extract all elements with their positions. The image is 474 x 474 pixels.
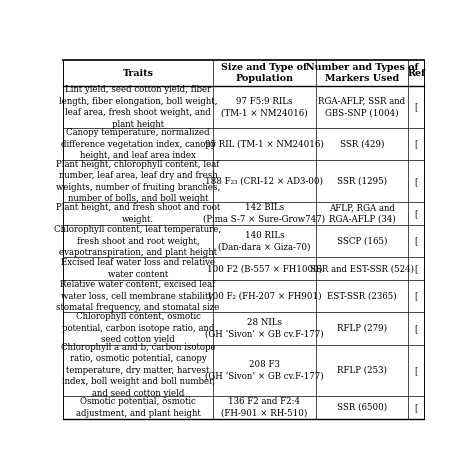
Text: [: [ (414, 324, 418, 333)
Text: Canopy temperature, normalized
difference vegetation index, canopy
height, and l: Canopy temperature, normalized differenc… (61, 128, 216, 160)
Text: RFLP (279): RFLP (279) (337, 324, 387, 333)
Text: Chlorophyll content, osmotic
potential, carbon isotope ratio, and
seed cotton yi: Chlorophyll content, osmotic potential, … (62, 312, 214, 344)
Text: SSCP (165): SSCP (165) (337, 237, 387, 246)
Text: SSR (6500): SSR (6500) (337, 403, 387, 412)
Text: Number and Types of
Markers Used: Number and Types of Markers Used (306, 63, 418, 83)
Text: Chlorophyll a and b, carbon isotope
ratio, osmotic potential, canopy
temperature: Chlorophyll a and b, carbon isotope rati… (61, 343, 215, 398)
Text: Chlorophyll content, leaf temperature,
fresh shoot and root weight,
evapotranspi: Chlorophyll content, leaf temperature, f… (55, 225, 222, 257)
Text: 208 F3
(GH ‘Sivon’ × GB cv.F-177): 208 F3 (GH ‘Sivon’ × GB cv.F-177) (205, 360, 324, 381)
Text: Ref: Ref (407, 69, 425, 78)
Text: 95 RIL (TM-1 × NM24016): 95 RIL (TM-1 × NM24016) (205, 140, 324, 149)
Text: [: [ (414, 292, 418, 301)
Text: Osmotic potential, osmotic
adjustment, and plant height: Osmotic potential, osmotic adjustment, a… (76, 397, 201, 418)
Text: Excised leaf water loss and relative
water content: Excised leaf water loss and relative wat… (61, 258, 215, 279)
Text: Lint yield, seed cotton yield, fiber
length, fiber elongation, boll weight,
leaf: Lint yield, seed cotton yield, fiber len… (59, 85, 217, 129)
Text: [: [ (414, 237, 418, 246)
Text: 142 BILs
(Pima S-7 × Sure-Grow747): 142 BILs (Pima S-7 × Sure-Grow747) (203, 203, 326, 224)
Text: [: [ (414, 102, 418, 111)
Text: 188 F₂₃ (CRI-12 × AD3-00): 188 F₂₃ (CRI-12 × AD3-00) (205, 177, 323, 186)
Text: Size and Type of
Population: Size and Type of Population (221, 63, 308, 83)
Text: Plant height, chlorophyll content, leaf
number, leaf area, leaf dry and fresh
we: Plant height, chlorophyll content, leaf … (56, 160, 220, 203)
Text: SSR (1295): SSR (1295) (337, 177, 387, 186)
Text: SSR and EST-SSR (524): SSR and EST-SSR (524) (310, 264, 414, 273)
Text: RFLP (253): RFLP (253) (337, 366, 387, 375)
Text: 136 F2 and F2:4
(FH-901 × RH-510): 136 F2 and F2:4 (FH-901 × RH-510) (221, 397, 308, 418)
Text: Plant height, and fresh shoot and root
weight.: Plant height, and fresh shoot and root w… (56, 203, 220, 224)
Text: SSR (429): SSR (429) (340, 140, 384, 149)
Text: [: [ (414, 403, 418, 412)
Text: [: [ (414, 209, 418, 218)
Text: [: [ (414, 264, 418, 273)
Text: [: [ (414, 140, 418, 149)
Text: EST-SSR (2365): EST-SSR (2365) (327, 292, 397, 301)
Text: [: [ (414, 177, 418, 186)
Text: 100 F2 (B-557 × FH1000): 100 F2 (B-557 × FH1000) (207, 264, 322, 273)
Text: 140 RILs
(Dan-dara × Giza-70): 140 RILs (Dan-dara × Giza-70) (218, 231, 311, 251)
Text: 97 F5:9 RILs
(TM-1 × NM24016): 97 F5:9 RILs (TM-1 × NM24016) (221, 97, 308, 118)
Text: [: [ (414, 366, 418, 375)
Text: RGA-AFLP, SSR and
GBS-SNP (1004): RGA-AFLP, SSR and GBS-SNP (1004) (319, 97, 406, 118)
Text: Relative water content, excised leaf
water loss, cell membrane stability,
stomat: Relative water content, excised leaf wat… (56, 280, 220, 312)
Text: 100 F₂ (FH-207 × FH901): 100 F₂ (FH-207 × FH901) (207, 292, 322, 301)
Text: AFLP, RGA and
RGA-AFLP (34): AFLP, RGA and RGA-AFLP (34) (328, 203, 395, 224)
Text: 28 NILs
(GH ‘Sivon’ × GB cv.F-177): 28 NILs (GH ‘Sivon’ × GB cv.F-177) (205, 318, 324, 338)
Text: Traits: Traits (123, 69, 154, 78)
